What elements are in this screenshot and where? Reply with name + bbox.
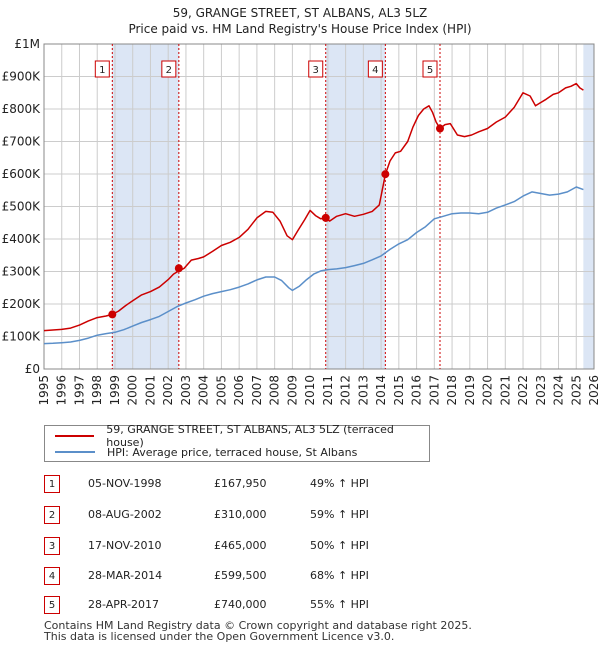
transaction-date: 17-NOV-2010 — [88, 539, 162, 552]
sale-number-box — [94, 60, 110, 78]
x-tick-label: 2014 — [374, 375, 388, 406]
x-tick-label: 1995 — [37, 375, 51, 406]
sale-number-box — [161, 60, 177, 78]
transaction-date: 28-MAR-2014 — [88, 569, 163, 582]
series-line-hpi — [43, 186, 584, 345]
y-tick-label: £0 — [25, 362, 40, 376]
sale-number-box — [422, 60, 438, 78]
x-tick-label: 2017 — [427, 375, 441, 406]
y-tick-label: £700K — [2, 135, 42, 149]
x-tick-label: 2013 — [356, 375, 370, 406]
x-tick-label: 2015 — [392, 375, 406, 406]
series-line-property — [43, 82, 584, 332]
y-tick-label: £200K — [2, 297, 42, 311]
price-chart: £0 £100K £200K £300K £400K £500K £600K £700K £80… — [2, 37, 600, 406]
y-tick-label: £300K — [2, 265, 42, 279]
x-tick-label: 1997 — [72, 375, 86, 406]
x-tick-label: 2000 — [126, 375, 140, 406]
transaction-price: £740,000 — [214, 598, 267, 611]
transaction-hpi: 55% ↑ HPI — [310, 598, 369, 611]
x-tick-label: 2002 — [161, 375, 175, 406]
transaction-price: £310,000 — [214, 508, 267, 521]
x-tick-label: 2024 — [552, 375, 566, 406]
x-tick-label: 2019 — [463, 375, 477, 406]
transaction-number: 3 — [44, 537, 60, 555]
transaction-hpi: 68% ↑ HPI — [310, 569, 369, 582]
plot-border — [43, 43, 595, 370]
transaction-number: 2 — [44, 506, 60, 524]
x-tick-label: 2001 — [143, 375, 157, 406]
x-tick-label: 2008 — [268, 375, 282, 406]
legend-label-hpi: HPI: Average price, terraced house, St A… — [107, 445, 358, 459]
x-tick-label: 2007 — [250, 375, 264, 406]
legend-item-hpi: HPI: Average price, terraced house, St A… — [55, 445, 357, 459]
sale-point — [321, 213, 330, 222]
legend-swatch-hpi — [55, 451, 95, 453]
x-tick-label: 1996 — [55, 375, 69, 406]
transaction-hpi: 49% ↑ HPI — [310, 477, 369, 490]
x-tick-label: 2025 — [569, 375, 583, 406]
footer-licence: This data is licensed under the Open Gov… — [44, 630, 395, 643]
x-tick-label: 2004 — [197, 375, 211, 406]
transaction-number: 4 — [44, 567, 60, 585]
legend-swatch-property — [55, 435, 95, 437]
x-tick-label: 2018 — [445, 375, 459, 406]
x-tick-label: 2012 — [339, 375, 353, 406]
sale-point — [436, 124, 444, 133]
x-tick-label: 2020 — [481, 375, 495, 406]
y-tick-label: £1M — [14, 37, 40, 51]
chart-subtitle: Price paid vs. HM Land Registry's House … — [128, 22, 472, 36]
sale-point — [174, 264, 183, 273]
y-tick-label: £500K — [2, 200, 42, 214]
x-tick-label: 2005 — [214, 375, 228, 406]
x-tick-label: 2009 — [285, 375, 299, 406]
transaction-price: £465,000 — [214, 539, 267, 552]
x-tick-label: 2023 — [534, 375, 548, 406]
y-tick-label: £800K — [2, 102, 42, 116]
x-tick-label: 2010 — [303, 375, 317, 406]
transaction-number: 5 — [44, 596, 60, 614]
sale-number-label: 5 — [427, 65, 433, 76]
y-tick-label: £400K — [2, 232, 42, 246]
x-tick-label: 2026 — [587, 375, 600, 406]
x-tick-label: 2003 — [179, 375, 193, 406]
sale-number-box — [308, 60, 324, 78]
sale-number-label: 4 — [372, 65, 378, 76]
x-tick-label: 2011 — [321, 375, 335, 406]
transaction-price: £599,500 — [214, 569, 267, 582]
transaction-hpi: 50% ↑ HPI — [310, 539, 369, 552]
y-tick-label: £100K — [2, 330, 42, 344]
footer-attribution: Contains HM Land Registry data © Crown c… — [44, 620, 472, 642]
x-tick-label: 2021 — [498, 375, 512, 406]
legend-label-property: 59, GRANGE STREET, ST ALBANS, AL3 5LZ (t… — [106, 423, 394, 449]
chart-legend: 59, GRANGE STREET, ST ALBANS, AL3 5LZ (t… — [44, 423, 430, 462]
sale-number-label: 1 — [99, 65, 105, 76]
x-tick-label: 2022 — [516, 375, 530, 406]
legend-item-property: 59, GRANGE STREET, ST ALBANS, AL3 5LZ (t… — [55, 423, 429, 449]
y-tick-label: £600K — [2, 167, 42, 181]
sale-number-label: 2 — [166, 65, 172, 76]
transaction-hpi: 59% ↑ HPI — [310, 508, 369, 521]
x-tick-label: 2016 — [410, 375, 424, 406]
transaction-number: 1 — [44, 475, 60, 493]
x-tick-label: 1998 — [90, 375, 104, 406]
sale-point — [108, 310, 117, 319]
transaction-date: 05-NOV-1998 — [88, 477, 162, 490]
sale-point — [381, 170, 390, 179]
x-tick-label: 2006 — [232, 375, 246, 406]
sale-number-box — [367, 60, 383, 78]
transaction-price: £167,950 — [214, 477, 267, 490]
sale-number-label: 3 — [313, 65, 319, 76]
transaction-date: 28-APR-2017 — [88, 598, 160, 611]
chart-title: 59, GRANGE STREET, ST ALBANS, AL3 5LZ — [172, 6, 428, 20]
footer-copyright: Contains HM Land Registry data © Crown c… — [44, 619, 472, 632]
transaction-date: 08-AUG-2002 — [88, 508, 162, 521]
x-tick-label: 1999 — [108, 375, 122, 406]
y-tick-label: £900K — [2, 70, 42, 84]
